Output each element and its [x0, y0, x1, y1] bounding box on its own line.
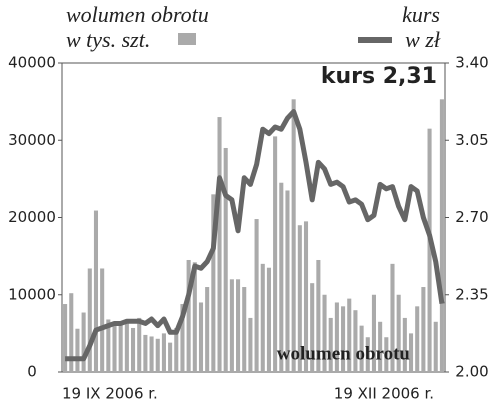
y2-tick-label: 2.35 — [455, 285, 488, 303]
bar — [75, 328, 80, 372]
bar — [248, 317, 253, 372]
bar — [341, 306, 346, 372]
bar — [63, 304, 68, 372]
bar — [433, 321, 438, 372]
bar — [291, 99, 296, 373]
bar — [223, 147, 228, 372]
y-tick-label: 0 — [27, 363, 37, 381]
x-tick-label: 19 IX 2006 r. — [62, 385, 158, 403]
bar — [384, 337, 389, 372]
bar — [260, 263, 265, 372]
bar — [353, 310, 358, 372]
y-tick-label: 30000 — [8, 131, 56, 149]
legend-unit: w zł — [405, 27, 441, 52]
bar — [273, 136, 278, 372]
bar — [81, 312, 86, 372]
bar — [174, 327, 179, 372]
bar — [143, 334, 148, 372]
bar — [180, 304, 185, 372]
x-tick-label: 19 XII 2006 r. — [334, 385, 434, 403]
bar — [155, 338, 160, 372]
annotation: kurs 2,31 — [321, 64, 437, 89]
bar — [229, 279, 234, 372]
y-tick-label: 10000 — [8, 285, 56, 303]
legend-swatch — [178, 33, 196, 45]
y-tick-label: 40000 — [8, 54, 56, 72]
bar — [137, 317, 142, 372]
bar — [106, 319, 111, 372]
bar — [408, 333, 414, 372]
bar — [303, 221, 309, 372]
bar — [217, 117, 222, 372]
bar — [427, 128, 432, 372]
bar — [87, 268, 92, 372]
bar — [149, 336, 154, 372]
bar — [211, 194, 216, 372]
bar — [112, 323, 117, 372]
y2-tick-label: 2.70 — [455, 208, 488, 226]
bar — [359, 325, 364, 372]
bar — [118, 321, 123, 372]
bar — [297, 225, 302, 372]
bar — [310, 283, 315, 372]
bar — [161, 333, 166, 372]
bar — [279, 182, 284, 372]
bar — [371, 294, 376, 372]
bar — [347, 298, 352, 372]
bar — [254, 219, 259, 372]
y2-tick-label: 3.40 — [455, 54, 488, 72]
y2-tick-label: 3.05 — [455, 131, 488, 149]
bar — [378, 321, 383, 372]
bar — [198, 302, 204, 372]
legend-label: wolumen obrotu — [66, 2, 209, 27]
bar — [390, 263, 395, 372]
y2-tick-label: 2.00 — [455, 363, 488, 381]
bar — [285, 190, 290, 372]
bar — [192, 262, 197, 372]
bar — [205, 287, 210, 372]
y-tick-label: 20000 — [8, 208, 56, 226]
bar — [415, 306, 420, 372]
bar — [124, 320, 129, 372]
bar — [186, 259, 191, 372]
bar — [322, 294, 327, 372]
bar — [242, 287, 247, 372]
bar — [439, 99, 444, 373]
bar — [69, 293, 74, 372]
bar — [316, 259, 321, 372]
price-line — [65, 109, 445, 362]
bar — [100, 268, 105, 372]
bar — [421, 287, 426, 372]
bar — [131, 327, 136, 372]
bar — [266, 267, 271, 372]
bar — [365, 337, 370, 372]
bar — [328, 317, 333, 372]
bar — [168, 342, 173, 372]
legend-label: kurs — [402, 2, 440, 27]
bar — [396, 294, 401, 372]
annotation: wolumen obrotu — [277, 343, 411, 364]
bar — [236, 279, 241, 372]
bar — [334, 302, 339, 372]
legend-unit: w tys. szt. — [66, 27, 150, 52]
bar — [402, 317, 407, 372]
bar — [93, 210, 99, 372]
